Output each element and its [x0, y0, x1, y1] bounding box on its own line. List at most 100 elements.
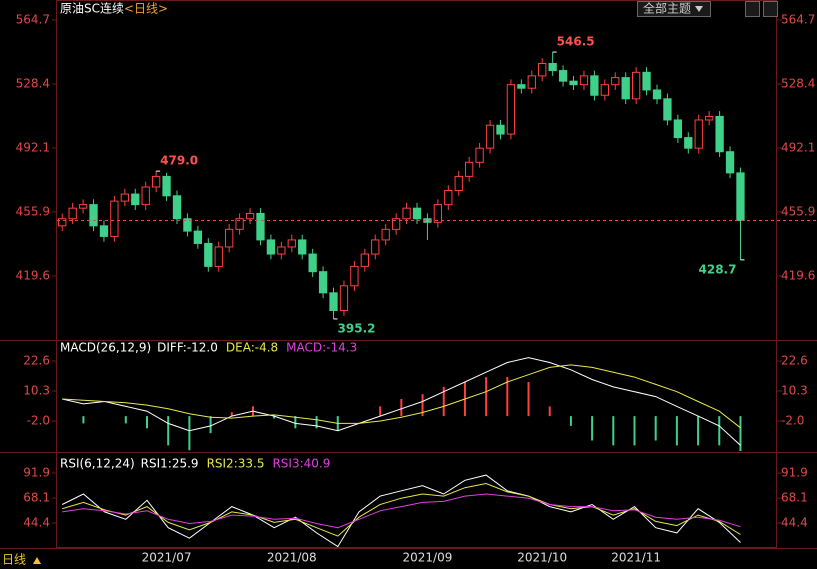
candle-body: [548, 63, 557, 72]
y-tick-label: 455.9: [781, 204, 815, 218]
candle-body: [444, 190, 453, 206]
candle-body: [78, 204, 88, 209]
candle-body: [579, 75, 589, 86]
candle-body: [110, 200, 119, 237]
candle-body: [673, 119, 683, 139]
candle-body: [120, 193, 129, 202]
candle-body: [287, 239, 296, 248]
candle-body: [705, 115, 714, 121]
y-tick-label: 91.9: [23, 466, 50, 480]
dropdown-icon[interactable]: [695, 6, 703, 12]
candle-body: [266, 239, 276, 255]
annotation: 479.0: [160, 154, 198, 168]
y-tick-label: 492.1: [781, 141, 815, 155]
x-tick-label: 2021/08: [267, 551, 317, 565]
legend-entry: DIFF:-12.0: [157, 341, 218, 355]
candle-body: [485, 124, 495, 149]
annotation: 428.7: [699, 262, 737, 276]
candle-body: [183, 218, 192, 232]
candle-body: [151, 175, 161, 188]
y-tick-label: 22.6: [781, 354, 808, 368]
candle-body: [329, 292, 338, 311]
x-tick-label: 2021/09: [403, 551, 453, 565]
candle-body: [256, 212, 265, 241]
frame: [56, 0, 777, 548]
candle-body: [725, 151, 735, 174]
candle-body: [465, 161, 474, 177]
candle-body: [235, 218, 244, 230]
candle-body: [475, 147, 484, 163]
candle-body: [663, 98, 672, 121]
indicator-title: MACD(26,12,9): [60, 341, 151, 355]
candle-body: [642, 71, 651, 91]
candle-body: [412, 207, 422, 220]
period-toggle[interactable]: [33, 557, 41, 564]
theme-button-label[interactable]: 全部主题: [643, 1, 691, 16]
footer-period: 日线: [2, 553, 26, 567]
candle-body: [141, 186, 150, 206]
legend-entry: DEA:-4.8: [226, 341, 278, 355]
y-tick-label: 22.6: [23, 354, 50, 368]
candle-body: [204, 242, 213, 267]
candle-body: [684, 137, 693, 149]
candle-body: [298, 239, 307, 255]
candle-body: [715, 115, 724, 153]
period-label: <日线>: [124, 2, 168, 16]
x-tick-label: 2021/10: [517, 551, 567, 565]
candle-body: [360, 253, 369, 267]
close-button[interactable]: [763, 1, 778, 17]
candle-body: [454, 175, 463, 192]
indicator-line: [62, 493, 741, 529]
candle-body: [736, 172, 745, 222]
y-tick-label: -2.0: [27, 413, 50, 427]
indicator-title: RSI(6,12,24): [60, 457, 135, 471]
y-tick-label: 44.4: [781, 516, 808, 530]
candle-body: [318, 271, 328, 294]
panel-button[interactable]: [745, 1, 760, 17]
candle-body: [538, 63, 547, 77]
candle-body: [339, 285, 349, 311]
y-tick-label: 564.7: [16, 12, 50, 26]
candle-body: [402, 207, 411, 220]
candle-body: [277, 246, 286, 255]
candle-body: [381, 228, 390, 241]
indicator-line: [62, 357, 741, 446]
candle-body: [621, 77, 630, 100]
legend-entry: RSI2:33.5: [207, 457, 265, 471]
candle-body: [631, 71, 641, 100]
y-tick-label: 528.4: [781, 76, 815, 90]
instrument-title: 原油SC连续: [60, 1, 124, 16]
x-tick-label: 2021/11: [611, 551, 661, 565]
annotation: 546.5: [557, 35, 595, 49]
candle-body: [193, 230, 203, 244]
y-tick-label: 564.7: [781, 12, 815, 26]
legend-entry: RSI1:25.9: [141, 457, 199, 471]
y-tick-label: 528.4: [16, 76, 50, 90]
candle-body: [517, 84, 526, 89]
indicator-line: [62, 482, 741, 537]
candle-body: [245, 212, 255, 220]
y-tick-label: 455.9: [16, 204, 50, 218]
legend-entry: MACD:-14.3: [286, 341, 357, 355]
candle-body: [172, 195, 182, 220]
candle-body: [371, 239, 380, 255]
candle-body: [214, 246, 223, 267]
theme-button[interactable]: [637, 1, 711, 17]
y-tick-label: 10.3: [23, 384, 50, 398]
candle-body: [694, 119, 703, 149]
candle-body: [506, 84, 516, 135]
legend-entry: RSI3:40.9: [272, 457, 330, 471]
y-tick-label: -2.0: [781, 413, 804, 427]
y-tick-label: 68.1: [781, 491, 808, 505]
candle-body: [569, 80, 578, 86]
annotation: 395.2: [338, 321, 376, 335]
candle-body: [350, 265, 359, 287]
candle-body: [68, 207, 77, 220]
candle-body: [391, 218, 401, 230]
y-tick-label: 10.3: [781, 384, 808, 398]
indicator-line: [62, 364, 741, 429]
candle-body: [496, 124, 505, 135]
candle-body: [162, 175, 171, 197]
y-tick-label: 419.6: [781, 268, 815, 282]
